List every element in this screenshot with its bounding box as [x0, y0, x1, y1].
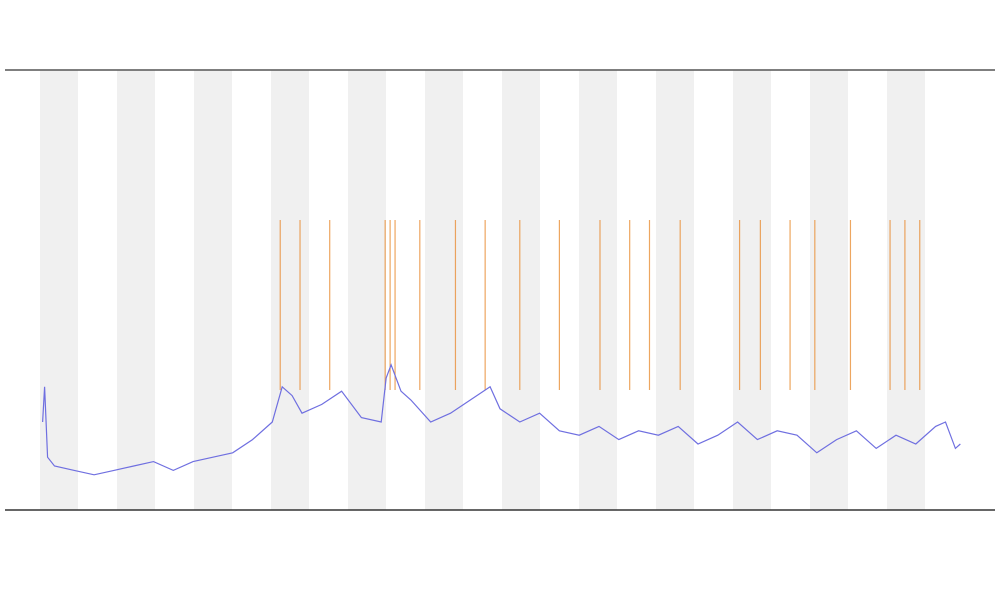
band: [579, 70, 617, 510]
band: [502, 70, 540, 510]
band: [117, 70, 155, 510]
band: [425, 70, 463, 510]
band: [810, 70, 848, 510]
band: [348, 70, 386, 510]
band: [271, 70, 309, 510]
band: [194, 70, 232, 510]
band: [40, 70, 78, 510]
band: [733, 70, 771, 510]
background-bands: [40, 70, 925, 510]
data-line: [42, 363, 961, 476]
band: [656, 70, 694, 510]
